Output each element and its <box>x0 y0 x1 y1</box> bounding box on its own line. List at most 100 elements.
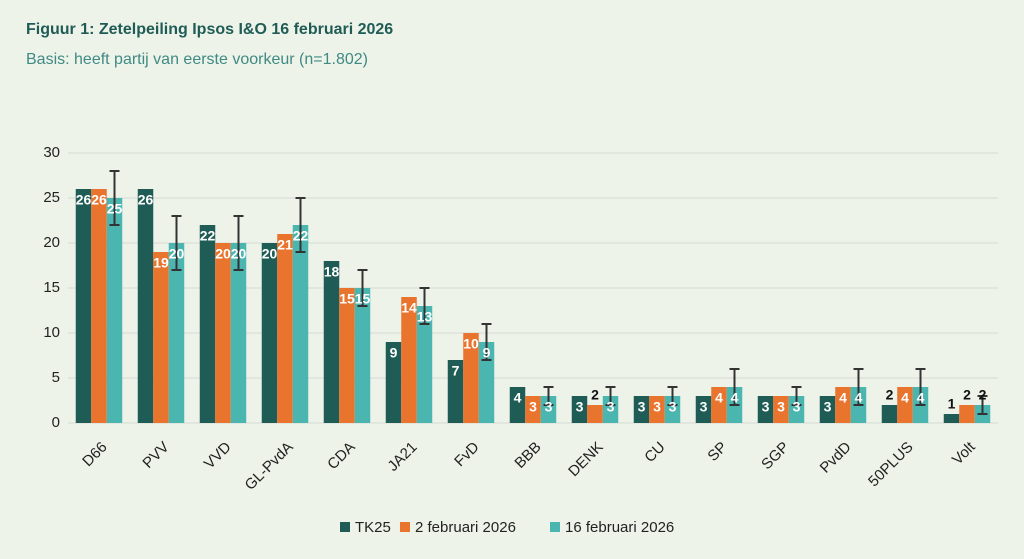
data-label: 21 <box>277 237 293 253</box>
data-label: 4 <box>855 390 863 406</box>
data-label: 22 <box>200 228 216 244</box>
data-label: 4 <box>839 390 847 406</box>
bar <box>323 261 340 423</box>
bar <box>230 243 247 423</box>
chart-subtitle: Basis: heeft partij van eerste voorkeur … <box>26 51 368 68</box>
bar <box>633 396 650 423</box>
error-bar <box>853 368 864 406</box>
data-label: 4 <box>514 390 522 406</box>
error-bar <box>791 386 802 406</box>
bar <box>199 225 216 423</box>
bar <box>292 225 309 423</box>
data-label: 20 <box>169 246 185 262</box>
bar <box>649 396 665 423</box>
error-bar <box>481 323 492 361</box>
data-label: 3 <box>793 399 801 415</box>
chart-title: Figuur 1: Zetelpeiling Ipsos I&O 16 febr… <box>26 21 393 38</box>
data-label: 9 <box>483 345 491 361</box>
bar <box>447 360 464 423</box>
bar <box>416 306 433 423</box>
legend-swatch <box>400 522 410 532</box>
error-bar <box>357 269 368 307</box>
data-label: 26 <box>76 192 92 208</box>
y-tick-label: 30 <box>43 144 60 161</box>
data-label: 22 <box>293 228 309 244</box>
bar <box>261 243 278 423</box>
bar <box>959 405 975 423</box>
bar <box>757 396 774 423</box>
bar <box>463 333 479 423</box>
bar <box>571 396 588 423</box>
data-label: 3 <box>762 399 770 415</box>
data-label: 7 <box>452 363 460 379</box>
data-label: 3 <box>777 399 785 415</box>
legend-label: TK25 <box>355 519 391 536</box>
data-label: 4 <box>715 390 723 406</box>
bar <box>881 405 898 423</box>
legend-swatch <box>550 522 560 532</box>
bar <box>711 387 727 423</box>
data-label: 2 <box>979 387 987 403</box>
bar <box>835 387 851 423</box>
error-bar <box>419 287 430 325</box>
legend-label: 16 februari 2026 <box>565 519 674 536</box>
error-bar <box>667 386 678 406</box>
bar <box>153 252 169 423</box>
data-label: 4 <box>731 390 739 406</box>
bar <box>943 414 960 423</box>
bar <box>339 288 355 423</box>
data-label: 19 <box>153 255 169 271</box>
data-label: 2 <box>591 387 599 403</box>
bar <box>587 405 603 423</box>
error-bar <box>171 215 182 271</box>
bar <box>137 189 154 423</box>
y-tick-label: 10 <box>43 324 60 341</box>
bar <box>525 396 541 423</box>
data-label: 25 <box>107 201 123 217</box>
bar <box>91 189 107 423</box>
y-tick-label: 20 <box>43 234 60 251</box>
data-label: 20 <box>215 246 231 262</box>
data-label: 4 <box>917 390 925 406</box>
legend-label: 2 februari 2026 <box>415 519 516 536</box>
data-label: 20 <box>262 246 278 262</box>
bar <box>168 243 185 423</box>
data-label: 2 <box>963 387 971 403</box>
data-label: 18 <box>324 264 340 280</box>
bar <box>75 189 92 423</box>
error-bar <box>295 197 306 253</box>
data-label: 3 <box>700 399 708 415</box>
bar <box>401 297 417 423</box>
error-bar <box>977 395 988 415</box>
bar <box>695 396 712 423</box>
y-tick-label: 0 <box>52 414 60 431</box>
bar <box>478 342 495 423</box>
bar <box>509 387 526 423</box>
bar <box>773 396 789 423</box>
data-label: 3 <box>669 399 677 415</box>
error-bar <box>109 170 120 226</box>
data-label: 15 <box>339 291 355 307</box>
data-label: 14 <box>401 300 417 316</box>
error-bar <box>915 368 926 406</box>
y-tick-label: 25 <box>43 189 60 206</box>
data-label: 3 <box>638 399 646 415</box>
y-tick-label: 5 <box>52 369 60 386</box>
data-label: 26 <box>138 192 154 208</box>
data-label: 3 <box>607 399 615 415</box>
data-label: 9 <box>390 345 398 361</box>
data-label: 2 <box>886 387 894 403</box>
error-bar <box>233 215 244 271</box>
bar <box>354 288 371 423</box>
bar <box>897 387 913 423</box>
bar <box>540 396 557 423</box>
bar <box>664 396 681 423</box>
data-label: 1 <box>948 396 956 412</box>
error-bar <box>605 386 616 406</box>
bar <box>788 396 805 423</box>
bar <box>602 396 619 423</box>
data-label: 3 <box>576 399 584 415</box>
data-label: 4 <box>901 390 909 406</box>
data-label: 3 <box>545 399 553 415</box>
